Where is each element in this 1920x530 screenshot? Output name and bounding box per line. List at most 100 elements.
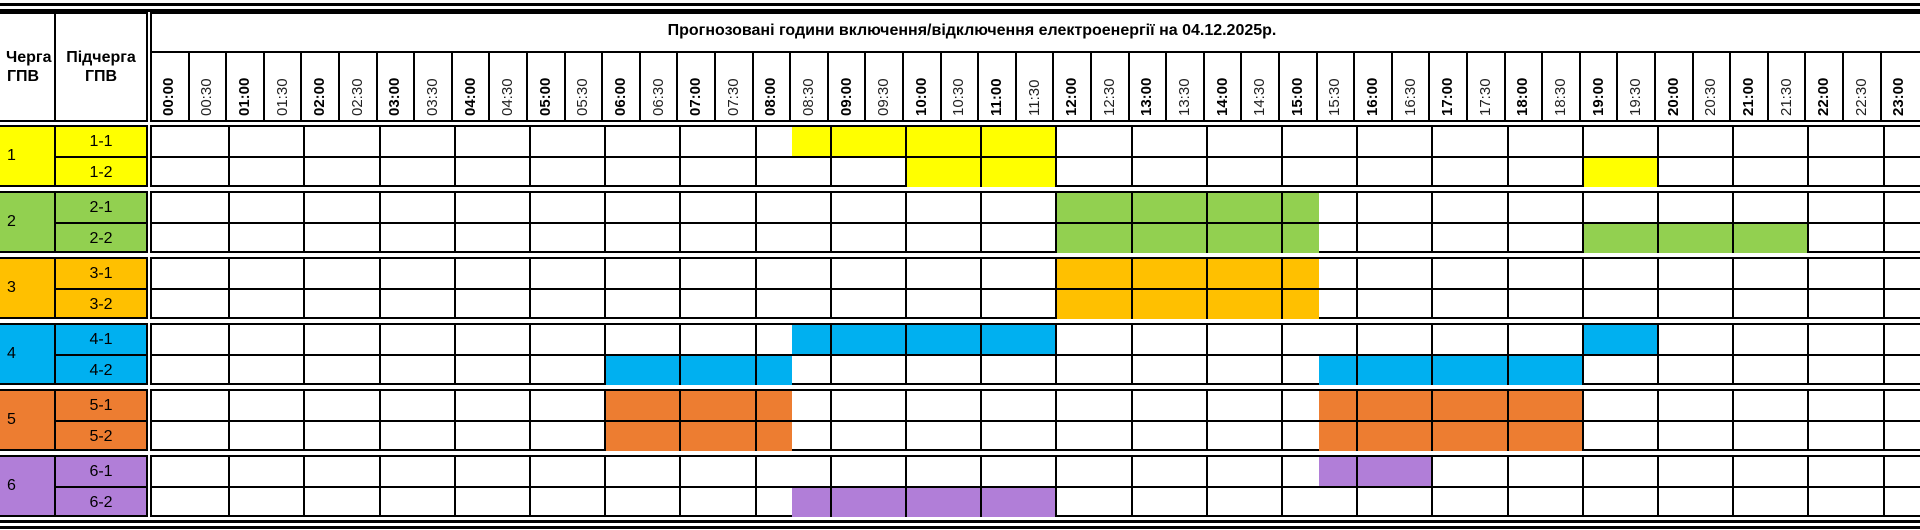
power-slot: [1581, 193, 1620, 222]
power-slot: [1281, 457, 1319, 486]
time-label: 19:00: [1578, 53, 1617, 122]
time-label: 18:00: [1503, 53, 1542, 122]
time-label-text: 16:30: [1401, 78, 1419, 116]
power-slot: [453, 488, 492, 517]
subqueue-label: 5-2: [89, 428, 113, 445]
time-label-text: 09:30: [875, 78, 893, 116]
power-slot: [792, 193, 830, 222]
power-slot: [1770, 325, 1808, 354]
power-slot: [1506, 259, 1545, 288]
outage-slot: [1130, 290, 1169, 319]
time-label-text: 11:30: [1025, 79, 1043, 116]
power-slot: [1356, 158, 1394, 187]
power-slot: [1130, 422, 1169, 451]
power-slot: [228, 488, 266, 517]
power-slot: [1732, 158, 1770, 187]
power-slot: [1205, 457, 1244, 486]
time-label-text: 17:30: [1476, 78, 1494, 116]
power-slot: [642, 259, 680, 288]
outage-slot: [1130, 224, 1169, 253]
power-slot: [1168, 488, 1206, 517]
power-slot: [1695, 290, 1733, 319]
power-slot: [416, 158, 454, 187]
power-slot: [416, 290, 454, 319]
power-slot: [191, 193, 229, 222]
power-slot: [1845, 158, 1883, 187]
power-slot: [717, 158, 755, 187]
power-slot: [153, 259, 191, 288]
power-slot: [1581, 356, 1620, 385]
power-slot: [1394, 259, 1432, 288]
outage-slot: [1732, 224, 1770, 253]
power-slot: [303, 259, 341, 288]
power-slot: [980, 356, 1018, 385]
power-slot: [266, 127, 304, 156]
power-slot: [266, 158, 304, 187]
power-slot: [604, 488, 642, 517]
power-slot: [642, 325, 680, 354]
outage-slot: [1318, 391, 1357, 420]
queue-schedule-group: [150, 323, 1920, 385]
power-slot: [867, 193, 905, 222]
power-slot: [1695, 158, 1733, 187]
power-slot: [1205, 127, 1244, 156]
power-slot: [1281, 356, 1319, 385]
power-slot: [529, 457, 567, 486]
power-slot: [1732, 325, 1770, 354]
time-label-text: 05:30: [574, 78, 592, 116]
time-label: 06:00: [601, 53, 639, 122]
queue-schedule-group: [150, 191, 1920, 253]
power-slot: [1243, 325, 1281, 354]
power-slot: [1619, 391, 1657, 420]
power-slot: [1845, 488, 1883, 517]
power-slot: [1845, 391, 1883, 420]
outage-slot: [1055, 259, 1093, 288]
outage-slot: [1356, 391, 1394, 420]
outage-slot: [1506, 391, 1545, 420]
power-slot: [980, 391, 1018, 420]
power-slot: [604, 325, 642, 354]
power-slot: [153, 127, 191, 156]
power-slot: [1469, 127, 1507, 156]
power-slot: [1431, 457, 1469, 486]
power-slot: [266, 325, 304, 354]
power-slot: [1506, 193, 1545, 222]
time-label-text: 02:00: [311, 77, 329, 116]
time-label: 20:00: [1654, 53, 1692, 122]
power-slot: [303, 158, 341, 187]
power-slot: [1469, 158, 1507, 187]
outage-slot: [1205, 259, 1244, 288]
power-slot: [1807, 259, 1845, 288]
outage-slot: [829, 325, 868, 354]
power-slot: [228, 325, 266, 354]
power-slot: [980, 290, 1018, 319]
power-slot: [1055, 325, 1093, 354]
power-slot: [1695, 391, 1733, 420]
power-slot: [1770, 193, 1808, 222]
power-slot: [1205, 325, 1244, 354]
power-slot: [1619, 457, 1657, 486]
power-slot: [867, 422, 905, 451]
power-slot: [717, 127, 755, 156]
power-slot: [1882, 422, 1920, 451]
power-slot: [1130, 356, 1169, 385]
power-slot: [1807, 422, 1845, 451]
power-slot: [980, 259, 1018, 288]
outage-slot: [604, 356, 642, 385]
power-slot: [266, 391, 304, 420]
outage-slot: [754, 391, 793, 420]
power-slot: [191, 391, 229, 420]
power-slot: [228, 356, 266, 385]
time-label-text: 11:00: [987, 78, 1005, 116]
outage-slot: [1281, 224, 1319, 253]
outage-slot: [1243, 193, 1281, 222]
power-slot: [604, 158, 642, 187]
power-slot: [1657, 127, 1695, 156]
power-slot: [1055, 391, 1093, 420]
power-slot: [453, 259, 492, 288]
subqueue-label: 3-2: [89, 296, 113, 313]
power-slot: [416, 224, 454, 253]
power-slot: [491, 391, 529, 420]
power-slot: [228, 290, 266, 319]
power-slot: [567, 356, 605, 385]
